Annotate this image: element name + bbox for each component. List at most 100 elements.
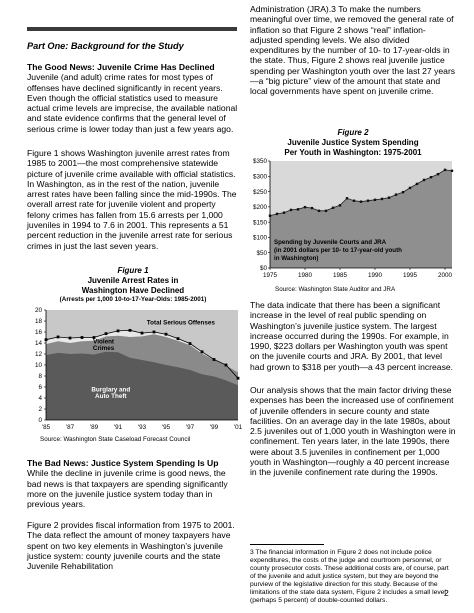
total-point bbox=[152, 330, 156, 334]
spending-point bbox=[387, 196, 391, 199]
bad-news-paragraph-1: While the decline in juvenile crime is g… bbox=[27, 468, 228, 510]
spending-point bbox=[352, 199, 356, 202]
good-news-paragraph-2: Figure 1 shows Washington juvenile arres… bbox=[27, 148, 237, 251]
y-tick-label: 12 bbox=[35, 351, 43, 358]
figure-1-subtitle: (Arrests per 1,000 10-to-17-Year-Olds: 1… bbox=[59, 296, 207, 303]
figure-1-title-line-1: Juvenile Arrest Rates in bbox=[87, 276, 179, 285]
total-point bbox=[164, 332, 168, 336]
spending-point bbox=[338, 204, 342, 207]
right-paragraph-3: Our analysis shows that the main factor … bbox=[250, 385, 456, 478]
figure-2-title-line-1: Juvenile Justice System Spending bbox=[287, 138, 419, 147]
right-paragraph-2: The data indicate that there has been a … bbox=[250, 300, 454, 372]
good-news-paragraph-2-wrap: Figure 1 shows Washington juvenile arres… bbox=[27, 148, 239, 251]
figure-1-title-line-2: Washington Have Declined bbox=[81, 286, 185, 295]
total-point bbox=[68, 336, 72, 340]
x-tick-label: '85 bbox=[42, 424, 51, 430]
figure-2-source: Source: Washington State Auditor and JRA bbox=[275, 286, 396, 293]
total-point bbox=[176, 337, 180, 340]
good-news-section: The Good News: Juvenile Crime Has Declin… bbox=[27, 62, 239, 134]
spending-point bbox=[275, 212, 279, 216]
right-top-wrap: Administration (JRA).3 To make the numbe… bbox=[250, 4, 456, 97]
y-tick-label: 18 bbox=[35, 318, 43, 325]
figure-1-caption: Figure 1 Juvenile Arrest Rates in Washin… bbox=[27, 266, 239, 303]
x-tick-label: '87 bbox=[66, 424, 75, 430]
right-paragraph-3-wrap: Our analysis shows that the main factor … bbox=[250, 385, 456, 478]
spending-point bbox=[345, 197, 349, 200]
x-tick-label: '93 bbox=[138, 424, 147, 430]
x-tick-label: '97 bbox=[186, 424, 195, 430]
y-tick-label: $300 bbox=[253, 173, 268, 180]
right-top-paragraph: Administration (JRA).3 To make the numbe… bbox=[250, 4, 456, 97]
spending-point bbox=[359, 200, 363, 203]
y-tick-label: 2 bbox=[38, 406, 42, 413]
x-tick-label: 1985 bbox=[333, 272, 348, 279]
spending-point bbox=[296, 208, 300, 211]
total-point bbox=[140, 331, 144, 335]
footnote: 3 The financial information in Figure 2 … bbox=[250, 549, 449, 604]
legend-line-3: in Washington) bbox=[274, 255, 318, 262]
footnote-rule bbox=[250, 544, 324, 545]
series-label-burglary-2: Auto Theft bbox=[95, 393, 127, 400]
section-heading: Part One: Background for the Study bbox=[27, 41, 184, 51]
y-tick-label: 14 bbox=[35, 340, 43, 347]
spending-point bbox=[394, 193, 398, 196]
series-label-violent-1: Violent bbox=[93, 339, 115, 346]
spending-point bbox=[380, 197, 384, 201]
spending-point bbox=[401, 190, 405, 194]
legend-line-2: (in 2001 dollars per 10- to 17-year-old … bbox=[274, 247, 402, 254]
spending-point bbox=[422, 178, 426, 182]
x-tick-label: '91 bbox=[114, 424, 123, 430]
figure-1-number: Figure 1 bbox=[117, 266, 149, 275]
y-tick-label: $100 bbox=[253, 235, 268, 242]
x-tick-label: 1995 bbox=[403, 272, 418, 279]
page-number: 2 bbox=[444, 588, 449, 598]
figure-2-number: Figure 2 bbox=[337, 128, 369, 137]
figure-1-source: Source: Washington State Caseload Foreca… bbox=[40, 436, 191, 443]
spending-point bbox=[282, 211, 286, 214]
x-tick-label: 2000 bbox=[438, 272, 453, 279]
figure-2-chart: $0 $50 $100 $150 $200 $250 $300 $350 1975 1980 198… bbox=[253, 158, 454, 279]
y-tick-label: 16 bbox=[35, 329, 43, 336]
y-tick-label: $150 bbox=[253, 219, 268, 226]
x-tick-label: '99 bbox=[210, 424, 219, 430]
bad-news-paragraph-2-wrap: Figure 2 provides fiscal information fro… bbox=[27, 520, 239, 571]
x-tick-label: '01 bbox=[234, 424, 242, 430]
y-tick-label: 10 bbox=[35, 362, 43, 369]
y-tick-label: $50 bbox=[256, 250, 267, 257]
total-point bbox=[104, 332, 108, 336]
total-point bbox=[236, 376, 240, 380]
series-label-violent-2: Crimes bbox=[93, 345, 115, 352]
spending-point bbox=[366, 199, 370, 202]
x-tick-label: 1975 bbox=[263, 272, 278, 279]
total-point bbox=[224, 363, 228, 367]
spending-point bbox=[331, 206, 335, 209]
spending-point bbox=[436, 172, 440, 176]
x-tick-label: 1980 bbox=[298, 272, 313, 279]
bad-news-paragraph-2: Figure 2 provides fiscal information fro… bbox=[27, 520, 235, 572]
header-rule bbox=[27, 27, 237, 31]
total-point bbox=[188, 342, 192, 345]
spending-point bbox=[303, 205, 307, 209]
spending-point bbox=[429, 176, 433, 179]
y-tick-label: $0 bbox=[260, 265, 268, 272]
x-tick-label: '95 bbox=[162, 424, 171, 430]
spending-point bbox=[324, 209, 328, 213]
spending-point bbox=[310, 206, 314, 210]
total-point bbox=[128, 328, 132, 332]
x-tick-label: 1990 bbox=[368, 272, 383, 279]
y-tick-label: $350 bbox=[253, 158, 268, 165]
figure-1-chart: 0 2 4 6 8 10 12 14 16 18 20 '85 '87 '89 '91 '93 '95 '97 '9… bbox=[35, 307, 242, 430]
good-news-paragraph-1: Juvenile (and adult) crime rates for mos… bbox=[27, 72, 238, 134]
series-label-burglary-1: Burglary and bbox=[91, 386, 130, 393]
bad-news-heading: The Bad News: Justice System Spending Is… bbox=[27, 458, 219, 468]
total-point bbox=[116, 329, 120, 333]
spending-point bbox=[373, 198, 377, 202]
total-point bbox=[200, 350, 204, 354]
total-point bbox=[212, 358, 216, 361]
total-point bbox=[92, 336, 96, 339]
legend-line-1: Spending by Juvenile Courts and JRA bbox=[274, 239, 387, 246]
y-tick-label: $200 bbox=[253, 204, 268, 211]
spending-area bbox=[270, 169, 452, 268]
figure-2-title-line-2: Per Youth in Washington: 1975-2001 bbox=[284, 148, 422, 157]
spending-point bbox=[408, 186, 412, 190]
